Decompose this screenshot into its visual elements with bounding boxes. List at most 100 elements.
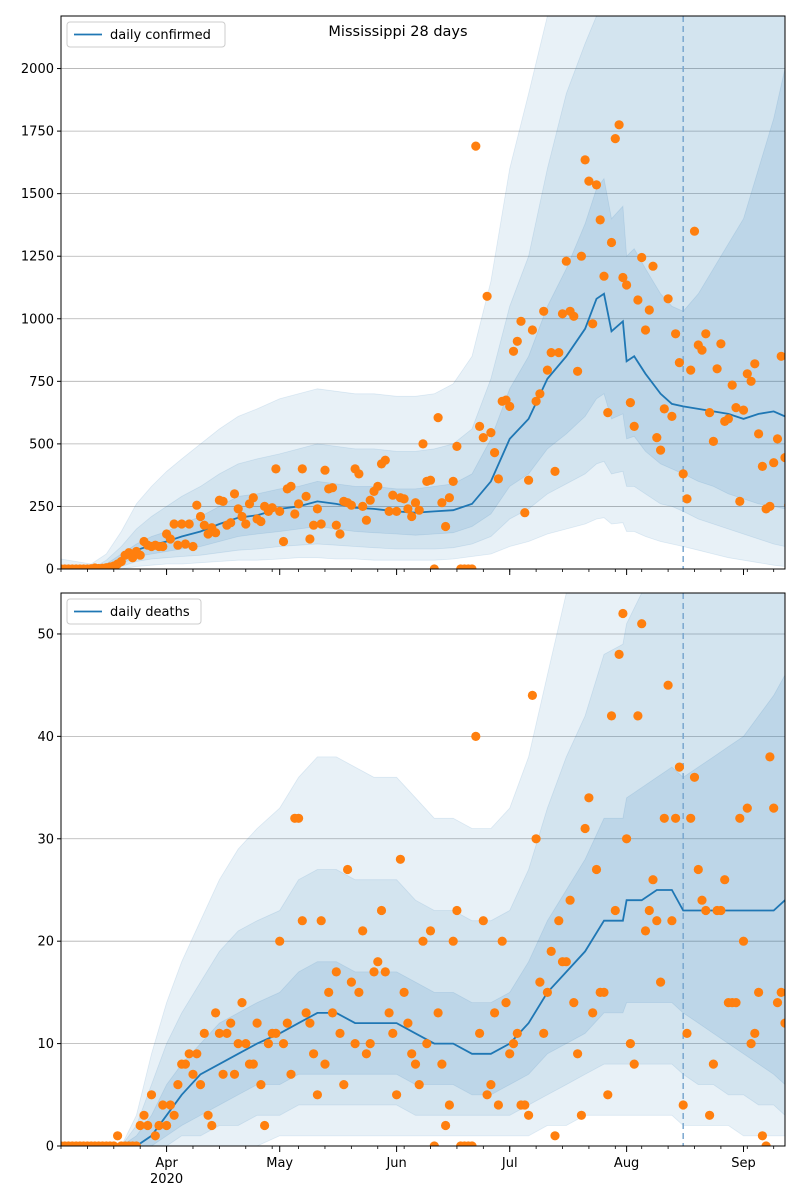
data-point [573, 366, 583, 376]
data-point [146, 1090, 157, 1100]
data-point [520, 1100, 530, 1110]
data-point [542, 987, 553, 998]
x-tick-label: Jul [501, 1156, 518, 1171]
data-point [320, 465, 330, 475]
data-point [475, 421, 485, 431]
x-tick-label: Apr [155, 1156, 178, 1171]
data-point [222, 1028, 232, 1038]
data-point [678, 1100, 688, 1110]
data-point [139, 1110, 149, 1120]
data-point [565, 895, 575, 905]
data-point [410, 498, 421, 508]
y-tick-label: 0 [46, 563, 54, 578]
data-point [275, 506, 285, 516]
data-point [109, 1141, 119, 1146]
plot-area [61, 593, 785, 1146]
data-point [180, 539, 190, 549]
uncertainty-band [61, 593, 785, 1146]
data-point [554, 916, 564, 926]
y-tick-label: 1750 [21, 125, 54, 140]
data-point [520, 508, 530, 518]
data-point [542, 365, 553, 375]
data-point [618, 272, 628, 283]
data-point [776, 987, 785, 997]
data-point [614, 649, 624, 660]
data-point [256, 516, 266, 527]
data-point [682, 494, 692, 504]
legend-label: daily confirmed [110, 28, 211, 43]
data-point [648, 261, 658, 271]
data-point [720, 875, 730, 885]
y-tick-label: 50 [37, 627, 54, 642]
data-point [335, 529, 345, 539]
data-point [316, 519, 326, 529]
data-point [399, 987, 409, 998]
data-point [527, 325, 538, 335]
data-point [765, 752, 775, 762]
data-point [399, 494, 409, 504]
data-point [603, 408, 613, 418]
data-point [697, 895, 707, 905]
data-point [312, 504, 322, 514]
data-point [625, 398, 636, 408]
data-point [754, 987, 764, 998]
data-point [738, 936, 749, 946]
data-point [712, 364, 722, 374]
data-point [501, 998, 511, 1008]
data-point [644, 905, 654, 916]
data-point [678, 469, 688, 479]
data-point [742, 369, 752, 379]
data-point [395, 854, 405, 864]
legend: daily deaths [66, 598, 202, 625]
data-point [603, 1090, 613, 1100]
data-point [557, 309, 568, 319]
x-tick-sublabel: 2020 [150, 1172, 183, 1187]
data-point [482, 291, 492, 301]
data-point [761, 1141, 771, 1146]
data-point [738, 405, 749, 415]
data-point [131, 1141, 141, 1146]
data-point [746, 376, 756, 386]
data-point [505, 1049, 515, 1059]
data-point [652, 916, 662, 926]
data-point [471, 141, 481, 151]
data-point [248, 1059, 258, 1069]
data-point [659, 404, 669, 414]
data-point [689, 772, 700, 782]
data-point [512, 336, 522, 346]
data-point [188, 541, 198, 552]
data-point [561, 256, 571, 266]
data-point [173, 1080, 183, 1090]
data-point [252, 1018, 262, 1028]
y-tick-label: 10 [37, 1037, 54, 1052]
data-point [361, 1049, 371, 1059]
data-point [233, 1039, 243, 1049]
data-point [331, 520, 341, 530]
axes-frame [60, 15, 786, 570]
data-point [659, 813, 669, 823]
data-point [769, 458, 779, 468]
data-point [497, 936, 507, 946]
data-point [195, 1080, 206, 1090]
data-point [248, 493, 258, 503]
data-point [316, 916, 326, 926]
data-point [448, 476, 458, 486]
data-point [512, 1028, 522, 1038]
data-point [478, 433, 488, 443]
data-point [158, 541, 168, 552]
data-point [486, 428, 496, 438]
data-point [437, 1059, 447, 1069]
data-point [282, 1018, 292, 1028]
data-point [735, 496, 745, 506]
data-point [410, 1059, 421, 1069]
data-point [241, 519, 251, 529]
data-point [380, 967, 390, 977]
data-point [735, 813, 745, 823]
data-point [550, 466, 560, 476]
y-tick-label: 750 [29, 375, 54, 390]
data-point [693, 864, 703, 875]
data-point [437, 498, 447, 508]
y-tick-label: 500 [29, 437, 54, 452]
data-point [165, 534, 175, 544]
data-point [652, 433, 662, 443]
